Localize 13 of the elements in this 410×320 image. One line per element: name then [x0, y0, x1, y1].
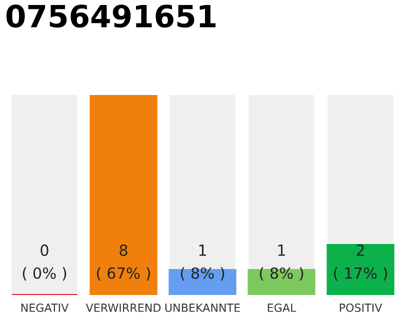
data-label: 0 ( 0% )	[22, 244, 66, 281]
x-tick-label: VERWIRREND	[86, 304, 161, 312]
data-label: 1 ( 8% )	[180, 244, 224, 281]
chart-title: 0756491651	[6, 4, 216, 28]
bar	[168, 268, 236, 295]
data-label: 1 ( 8% )	[260, 244, 304, 281]
x-tick-label: NEGATIV	[21, 304, 69, 312]
x-tick-label: POSITIV	[340, 304, 382, 312]
data-label: 8 ( 67% )	[97, 244, 150, 281]
x-tick-label: UNBEKANNTE	[165, 304, 240, 312]
data-label: 2 ( 17% )	[334, 244, 387, 281]
x-tick-label: EGAL	[268, 304, 296, 312]
bar	[248, 268, 316, 295]
